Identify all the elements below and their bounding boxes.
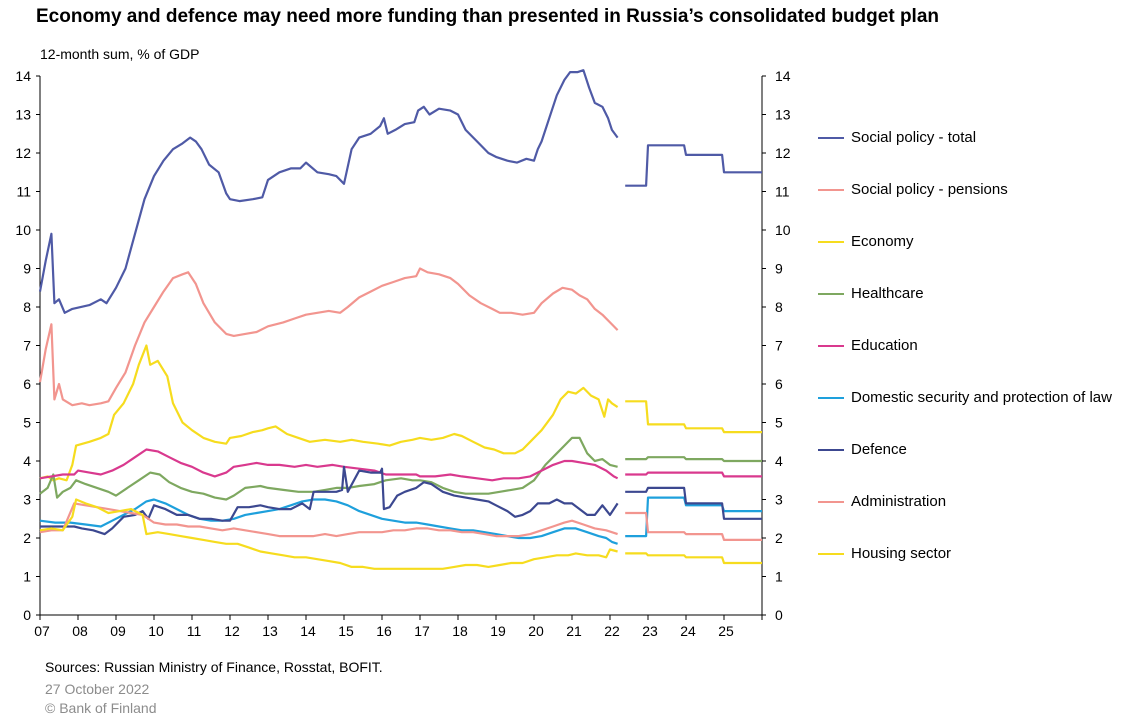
y-tick-label-left: 0 xyxy=(23,607,31,623)
y-tick-label-left: 7 xyxy=(23,338,31,354)
y-tick-label-right: 5 xyxy=(775,415,783,431)
series-line-housing-sector-forecast xyxy=(625,552,762,565)
x-tick-label: 20 xyxy=(528,623,544,639)
legend-swatch xyxy=(818,345,844,347)
series-line-education-forecast xyxy=(625,471,762,478)
legend-swatch xyxy=(818,137,844,139)
x-tick-label: 10 xyxy=(148,623,164,639)
x-tick-label: 23 xyxy=(642,623,658,639)
series-line-defence-forecast xyxy=(625,486,762,520)
x-tick-label: 18 xyxy=(452,623,468,639)
y-tick-label-left: 4 xyxy=(23,453,31,469)
legend-swatch xyxy=(818,501,844,503)
chart-title: Economy and defence may need more fundin… xyxy=(36,6,940,27)
legend-swatch xyxy=(818,241,844,243)
legend-label: Social policy - total xyxy=(851,129,977,146)
y-tick-label-left: 5 xyxy=(23,415,31,431)
x-tick-label: 09 xyxy=(110,623,126,639)
y-tick-label-right: 0 xyxy=(775,607,783,623)
legend-swatch xyxy=(818,397,844,399)
y-tick-label-right: 6 xyxy=(775,376,783,392)
legend-label: Education xyxy=(851,337,918,354)
series-line-healthcare-history xyxy=(39,436,618,501)
x-tick-label: 15 xyxy=(338,623,354,639)
x-tick-label: 13 xyxy=(262,623,278,639)
y-tick-label-right: 13 xyxy=(775,107,791,123)
series-line-administration-history xyxy=(39,502,618,538)
legend-label: Social policy - pensions xyxy=(851,181,1008,198)
y-tick-label-left: 1 xyxy=(23,569,31,585)
y-tick-label-left: 9 xyxy=(23,261,31,277)
x-tick-label: 16 xyxy=(376,623,392,639)
y-tick-label-left: 2 xyxy=(23,530,31,546)
series-line-social-policy-pensions-history xyxy=(38,267,619,407)
series-line-education-history xyxy=(39,448,619,482)
y-tick-label-right: 1 xyxy=(775,569,783,585)
series-line-economy-forecast xyxy=(625,400,762,434)
y-tick-label-right: 2 xyxy=(775,530,783,546)
y-tick-label-right: 3 xyxy=(775,492,783,508)
series-line-housing-sector-history xyxy=(39,498,618,570)
y-tick-label-right: 12 xyxy=(775,145,791,161)
legend-swatch xyxy=(818,189,844,191)
publication-date: 27 October 2022 xyxy=(45,681,150,697)
copyright-note: © Bank of Finland xyxy=(45,700,157,716)
x-tick-label: 14 xyxy=(300,623,316,639)
x-tick-label: 25 xyxy=(718,623,734,639)
x-tick-label: 07 xyxy=(34,623,50,639)
y-tick-label-left: 10 xyxy=(15,222,31,238)
y-tick-label-right: 4 xyxy=(775,453,783,469)
legend-label: Domestic security and protection of law xyxy=(851,389,1112,406)
legend-swatch xyxy=(818,449,844,451)
series-line-social-policy-total-forecast xyxy=(625,144,762,187)
y-tick-label-right: 11 xyxy=(775,184,790,200)
x-tick-label: 08 xyxy=(72,623,88,639)
y-tick-label-left: 6 xyxy=(23,376,31,392)
y-tick-label-left: 11 xyxy=(16,184,31,200)
x-tick-label: 19 xyxy=(490,623,506,639)
x-tick-label: 24 xyxy=(680,623,696,639)
legend-label: Healthcare xyxy=(851,285,924,302)
x-tick-label: 12 xyxy=(224,623,240,639)
x-tick-label: 17 xyxy=(414,623,430,639)
legend-swatch xyxy=(818,553,844,555)
y-tick-label-right: 14 xyxy=(775,68,791,84)
y-tick-label-right: 8 xyxy=(775,299,783,315)
chart-lines xyxy=(38,69,762,570)
series-line-social-policy-total-history xyxy=(38,69,619,314)
series-line-administration-forecast xyxy=(625,511,762,541)
legend-label: Housing sector xyxy=(851,545,952,562)
y-tick-label-left: 3 xyxy=(23,492,31,508)
y-tick-label-left: 8 xyxy=(23,299,31,315)
y-tick-label-left: 13 xyxy=(15,107,31,123)
legend-label: Administration xyxy=(851,493,947,510)
y-tick-label-right: 9 xyxy=(775,261,783,277)
series-line-domestic-security-and-protection-of-law-history xyxy=(39,498,618,545)
series-line-healthcare-forecast xyxy=(625,456,762,463)
series-line-economy-history xyxy=(39,344,619,482)
legend-swatch xyxy=(818,293,844,295)
x-tick-label: 11 xyxy=(187,623,202,639)
legend-label: Economy xyxy=(851,233,914,250)
y-tick-label-left: 12 xyxy=(15,145,31,161)
y-tick-label-right: 7 xyxy=(775,338,783,354)
sources-note: Sources: Russian Ministry of Finance, Ro… xyxy=(45,659,383,675)
x-tick-label: 21 xyxy=(566,623,582,639)
y-tick-label-left: 14 xyxy=(15,68,31,84)
legend-label: Defence xyxy=(851,441,907,458)
y-axis-unit-label: 12-month sum, % of GDP xyxy=(40,46,200,62)
y-tick-label-right: 10 xyxy=(775,222,791,238)
x-tick-label: 22 xyxy=(604,623,620,639)
